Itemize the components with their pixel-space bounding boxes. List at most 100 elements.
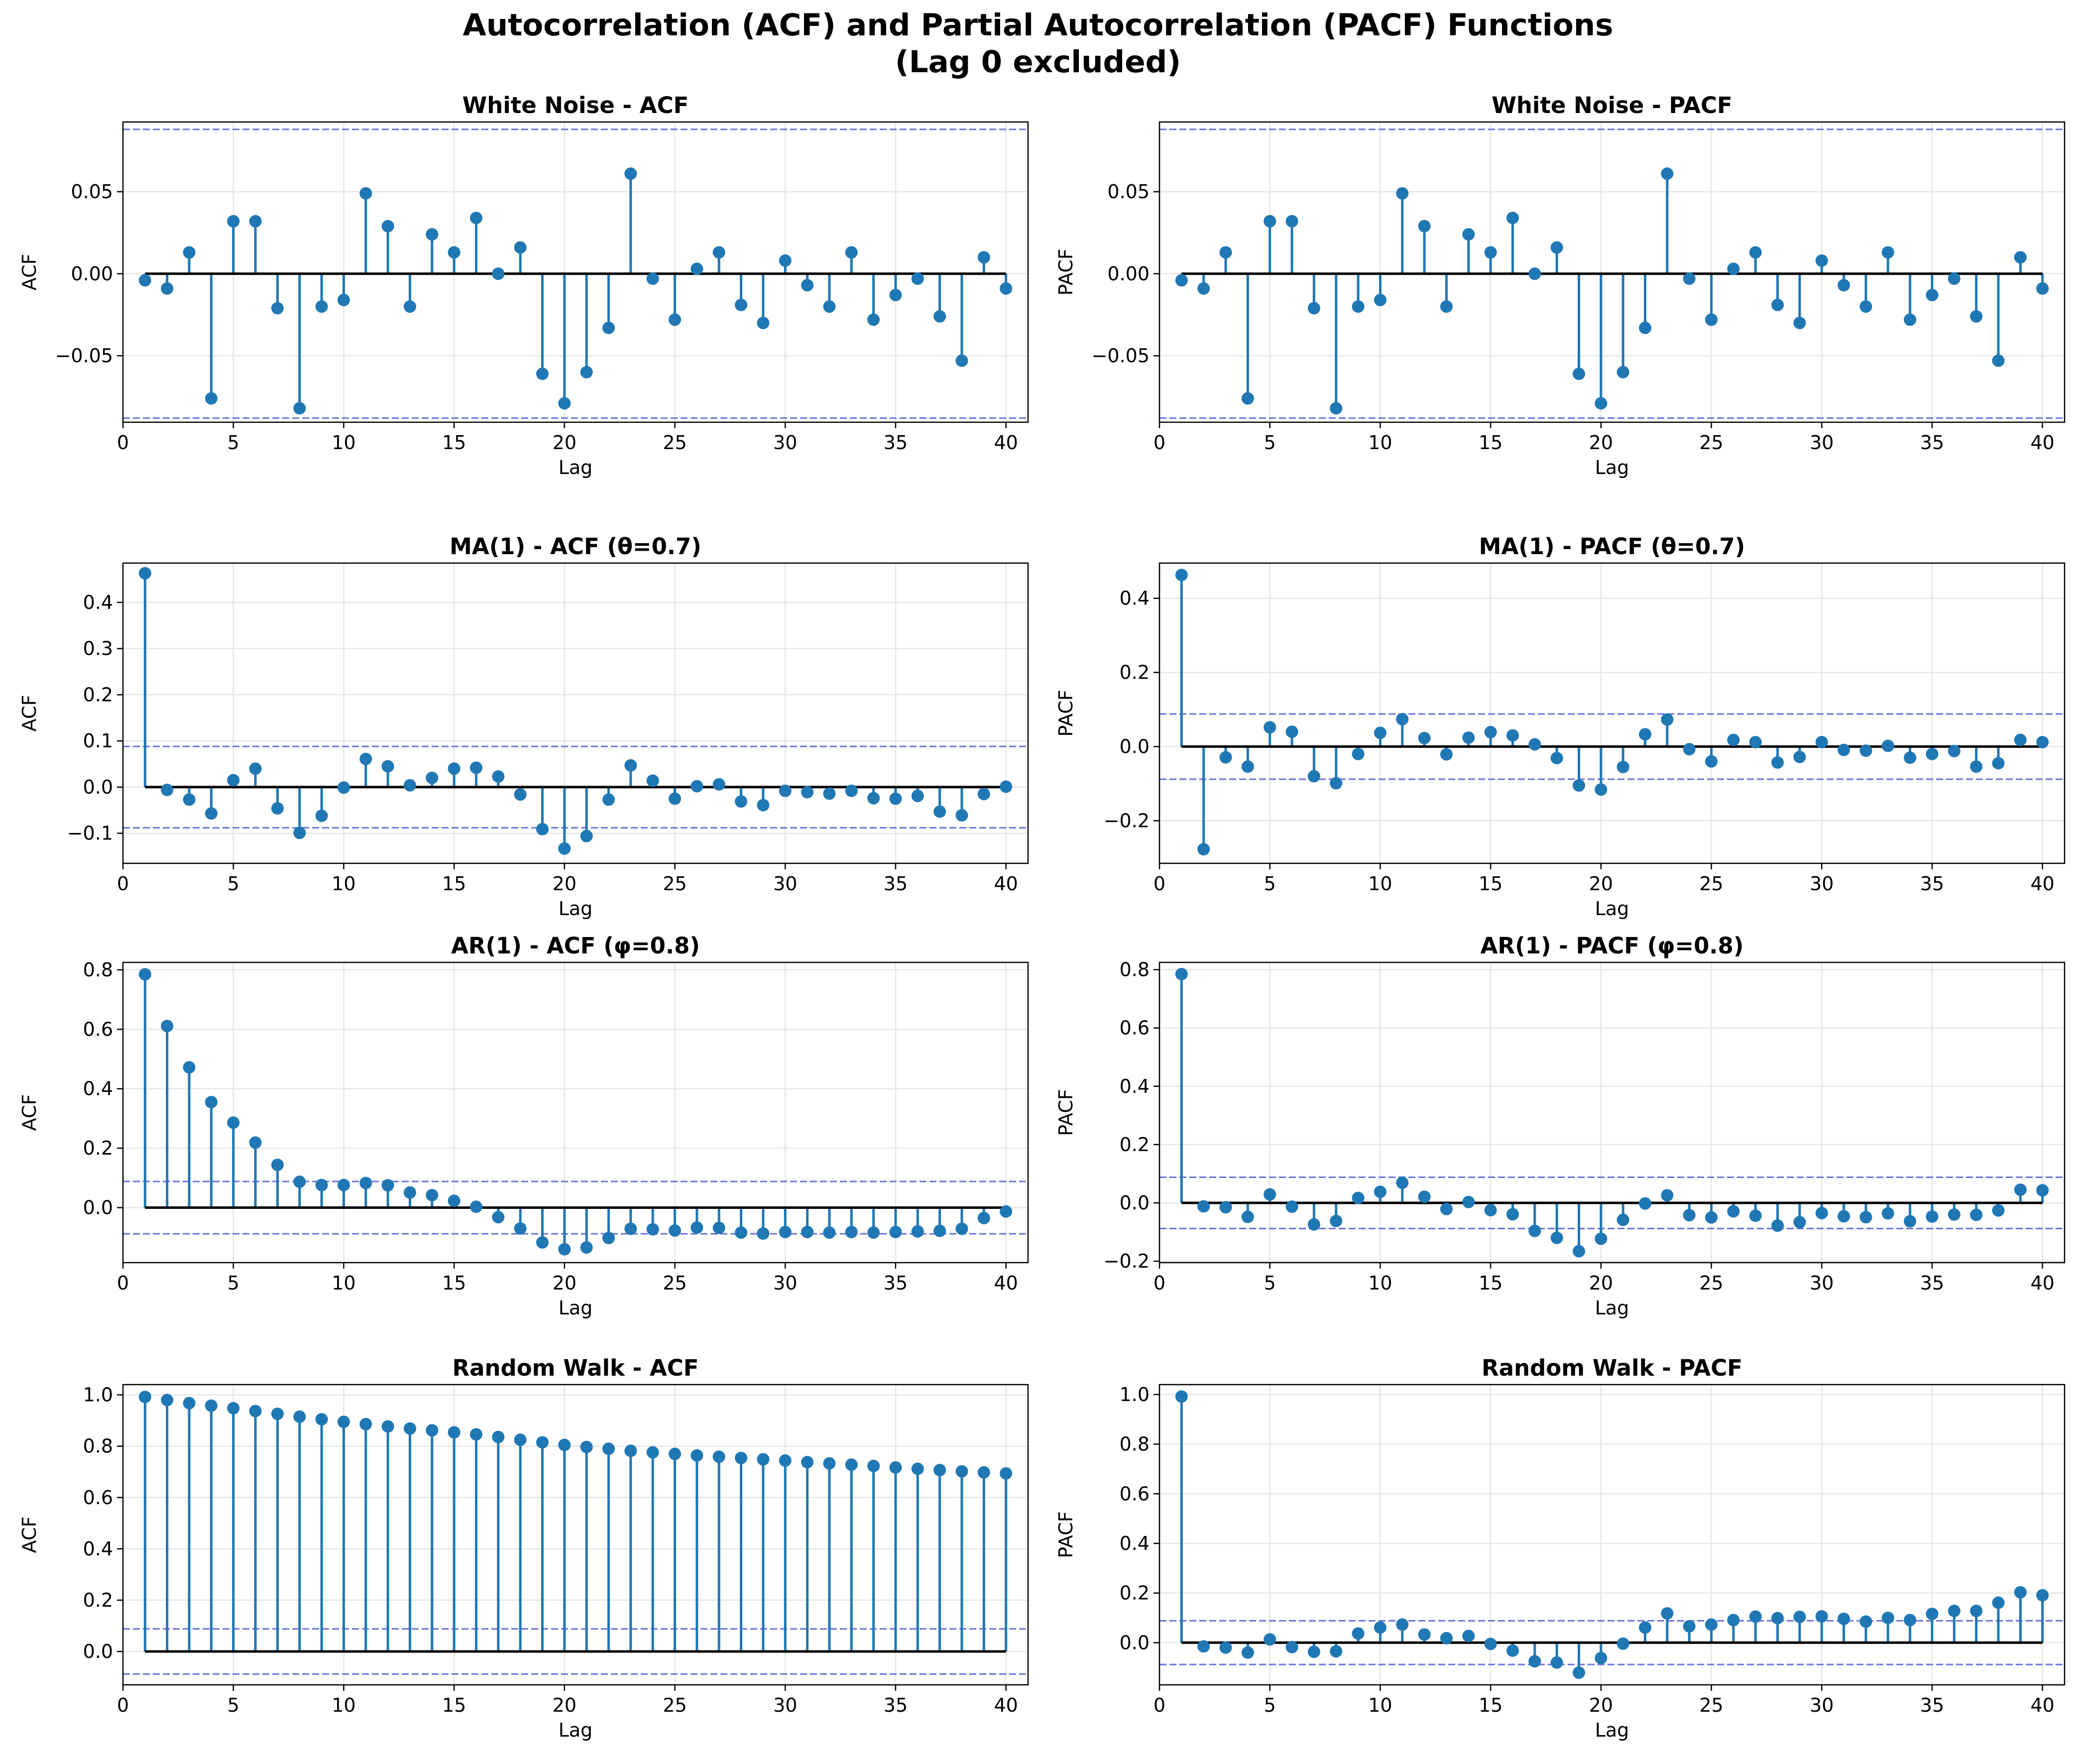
stem-marker [1992,354,2005,367]
stem-marker [1683,1209,1696,1222]
stem-marker [757,1227,770,1240]
figure-title-line-2: (Lag 0 excluded) [895,44,1181,80]
x-tick-label: 25 [663,1694,687,1716]
stem-marker [1838,279,1850,292]
stem-marker [1639,322,1652,335]
stem-marker [1285,215,1298,228]
y-tick-label: 0.2 [1120,1134,1150,1156]
y-tick-label: 0.6 [83,1018,113,1040]
stem-marker [624,167,637,180]
stem-marker [1859,1211,1872,1224]
stem-marker [514,1433,527,1446]
stem-marker [1904,1215,1917,1228]
stem-marker [580,1241,593,1254]
stem-marker [1241,760,1254,773]
stem-marker [381,1179,394,1192]
stem-marker [867,313,880,326]
stem-marker [1462,228,1475,241]
stem-marker [1815,254,1828,267]
stem-marker [205,392,218,405]
stem-marker [315,1178,328,1191]
stem-marker [823,300,836,313]
stem-marker [1175,569,1188,582]
stem-marker [249,1405,262,1417]
stem-marker [602,793,615,806]
subplot-2: 0 5 10 15 20 25 30 35 40 −0.05 0.00 0.05 White Noise… [1055,92,2066,478]
stem-marker [2014,1183,2027,1196]
stem-marker [1550,1231,1563,1244]
stem-marker [2036,736,2049,749]
stem-marker [381,220,394,233]
stem-marker [1926,1607,1939,1620]
x-tick-label: 20 [553,873,577,895]
y-tick-label: 0.8 [1120,1433,1150,1455]
y-tick-label: 0.4 [83,1078,113,1100]
x-tick-label: 0 [1153,1272,1165,1294]
stem-marker [469,1200,482,1213]
stem-marker [1374,726,1386,739]
stem-marker [448,1426,461,1439]
stem-marker [271,802,284,815]
stem-marker [1815,736,1828,749]
stem-marker [1992,1596,2005,1609]
x-tick-label: 30 [1810,1694,1834,1716]
stem-marker [426,1424,439,1437]
x-tick-label: 20 [553,1272,577,1294]
stem-marker [1595,397,1608,410]
stem-marker [1396,187,1409,200]
x-tick-label: 10 [1368,1272,1392,1294]
x-tick-label: 40 [994,432,1018,454]
y-tick-label: 0.2 [83,1137,113,1159]
stem-marker [1352,300,1365,313]
stem-marker [691,780,703,793]
stem-marker [1859,1615,1872,1628]
y-axis-label: ACF [18,1094,40,1131]
x-tick-label: 35 [884,432,908,454]
stem-marker [293,1176,306,1188]
x-tick-label: 35 [1920,432,1944,454]
stem-marker [735,795,748,808]
subplot-3: 0 5 10 15 20 25 30 35 40 −0.1 0.0 0.1 0.2 0.3 0.4 MA(1)… [18,533,1029,920]
stem-marker [293,826,306,839]
x-tick-label: 40 [994,1272,1018,1294]
stem-marker [2014,251,2027,264]
stem-marker [955,809,968,822]
stem-marker [426,228,439,241]
stem-marker [1197,1200,1210,1213]
stem-marker [1572,779,1585,792]
stem-marker [823,1226,836,1239]
stem-marker [183,1061,196,1074]
stem-marker [1661,167,1674,180]
stem-marker [624,759,637,772]
stem-marker [558,842,571,855]
y-tick-label: 0.4 [83,1538,113,1560]
stem-marker [823,787,836,800]
subplot-title: Random Walk - ACF [452,1355,698,1381]
x-tick-label: 20 [1589,1272,1613,1294]
stem-marker [1705,1618,1718,1631]
stem-marker [712,1450,725,1463]
stem-marker [1264,721,1276,734]
stem-marker [602,1231,615,1244]
stem-marker [1330,777,1343,790]
stem-marker [2036,1589,2049,1602]
stem-marker [1285,1200,1298,1213]
x-tick-label: 5 [228,1272,239,1294]
stem-marker [514,788,527,801]
stem-marker [1793,1610,1806,1623]
stem-marker [227,215,240,228]
stem-marker [735,1451,748,1464]
stem-marker [161,282,174,295]
x-axis-label: Lag [1595,457,1629,478]
stem-marker [1749,246,1762,259]
x-tick-label: 20 [1589,1694,1613,1716]
y-tick-label: −0.2 [1104,810,1150,831]
subplot-title: MA(1) - PACF (θ=0.7) [1479,533,1745,560]
y-tick-label: 1.0 [83,1384,113,1406]
y-tick-label: 0.2 [83,684,113,706]
x-tick-label: 0 [1153,1694,1165,1716]
stem-marker [779,1226,792,1239]
y-axis-label: ACF [18,254,40,291]
stem-marker [514,241,527,254]
stem-marker [1219,1641,1232,1654]
